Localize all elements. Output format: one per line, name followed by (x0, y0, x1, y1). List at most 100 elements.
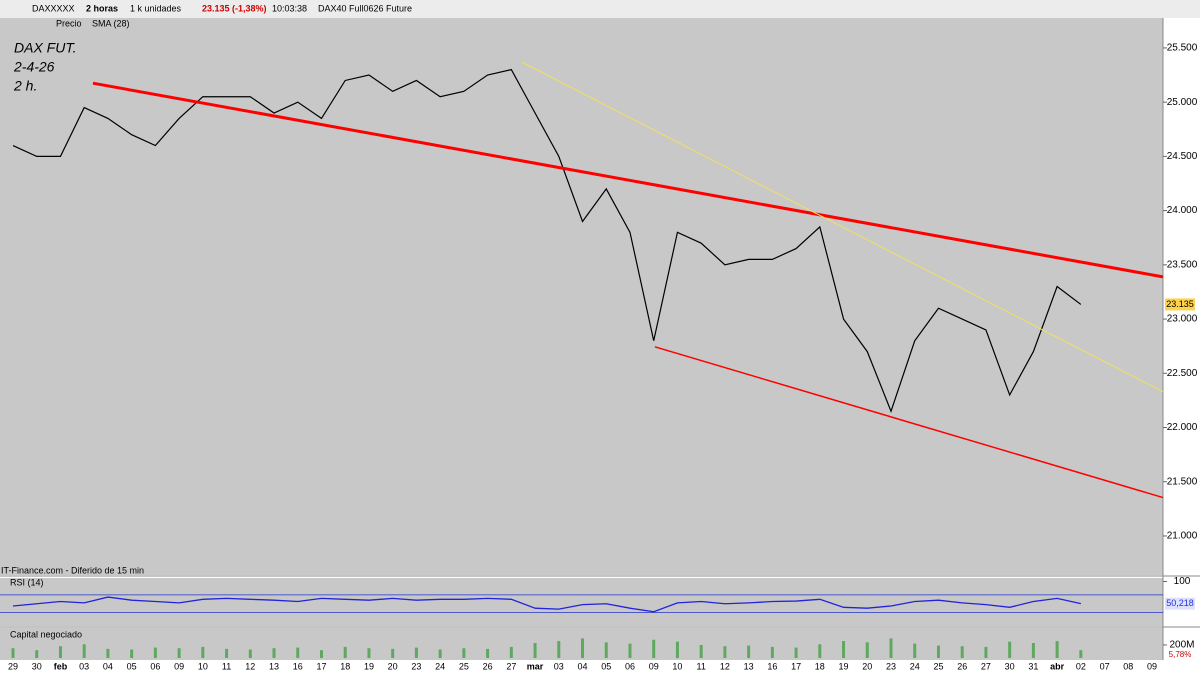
volume-bar (628, 643, 632, 658)
x-tick-label: 26 (483, 661, 493, 671)
annotation: 2-4-26 (13, 59, 55, 75)
volume-bar (770, 646, 774, 658)
rsi-badge (1165, 597, 1195, 610)
x-tick-label: 10 (198, 661, 208, 671)
x-tick-label: 12 (720, 661, 730, 671)
volume-badge: 5,78% (1169, 650, 1192, 659)
x-tick-label: 30 (1005, 661, 1015, 671)
source: IT-Finance.com - Diferido de 15 min (1, 565, 144, 575)
volume-bar (747, 645, 751, 658)
volume-bar (604, 642, 608, 658)
y-tick-label: 25.500 (1167, 43, 1198, 54)
x-tick-label: 16 (293, 661, 303, 671)
x-tick-label: 12 (245, 661, 255, 671)
x-tick-label: 03 (79, 661, 89, 671)
x-tick-label: 18 (815, 661, 825, 671)
volume-bar (842, 641, 846, 658)
x-tick-label: 17 (791, 661, 801, 671)
symbol[interactable]: DAXXXXX (32, 3, 75, 13)
volume-bar (509, 646, 513, 658)
volume-bar (177, 648, 181, 658)
x-tick-label: 13 (269, 661, 279, 671)
trendline (92, 81, 1164, 279)
y-tick-label: 21.500 (1167, 476, 1198, 487)
volume-bar (865, 642, 869, 658)
rsi-last-label: 50,218 (1166, 598, 1194, 608)
x-tick-label: 02 (1076, 661, 1086, 671)
x-tick-label: 11 (222, 661, 231, 671)
volume-bar (296, 647, 300, 658)
interval[interactable]: 2 horas (86, 3, 118, 13)
annotation: DAX FUT. (14, 40, 77, 56)
x-tick-label: 09 (174, 661, 184, 671)
x-tick-label: abr (1050, 661, 1065, 671)
x-tick-label: 19 (364, 661, 374, 671)
x-tick-label: 09 (1147, 661, 1157, 671)
x-tick-label: 18 (340, 661, 350, 671)
y-tick-label: 100 (1174, 576, 1191, 587)
volume-bar (533, 643, 537, 658)
x-tick-label: 07 (1100, 661, 1110, 671)
volume-bar (675, 641, 679, 658)
last-price-label: 23.135 (1166, 299, 1194, 309)
x-tick-label: 24 (910, 661, 920, 671)
volume-bar (486, 648, 490, 658)
x-tick-label: 25 (933, 661, 943, 671)
x-tick-label: 06 (150, 661, 160, 671)
x-tick-label: 24 (435, 661, 445, 671)
time: 10:03:38 (272, 3, 307, 13)
volume-bar (723, 646, 727, 658)
y-tick-label: 23.000 (1167, 314, 1198, 325)
volume-bar (438, 649, 442, 658)
price-panel (0, 18, 1163, 575)
x-tick-label: 06 (625, 661, 635, 671)
x-tick-label: 26 (957, 661, 967, 671)
y-tick-label: 24.500 (1167, 151, 1198, 162)
volume-bar (462, 648, 466, 658)
x-tick-label: 17 (316, 661, 326, 671)
volume-bar (652, 639, 656, 658)
volume-bar (343, 646, 347, 658)
x-tick-label: 29 (8, 661, 18, 671)
volume-bar (913, 643, 917, 658)
x-tick-label: 23 (886, 661, 896, 671)
volume-bar (82, 644, 86, 658)
volume-name: Capital negociado (10, 629, 82, 639)
volume-bar (557, 641, 561, 658)
x-tick-label: 31 (1028, 661, 1038, 671)
y-tick-label: 21.000 (1167, 531, 1198, 542)
volume-bar (984, 646, 988, 658)
volume-bar (391, 648, 395, 658)
price-tab[interactable]: Precio (56, 18, 82, 28)
volume-bar (11, 648, 15, 658)
volume-bar (1008, 641, 1012, 658)
x-tick-label: 16 (767, 661, 777, 671)
x-tick-label: 13 (744, 661, 754, 671)
y-tick-label: 23.500 (1167, 259, 1198, 270)
y-tick-label: 22.500 (1167, 368, 1198, 379)
volume-bar (153, 647, 157, 658)
volume-bar (106, 648, 110, 658)
volume-bar (225, 648, 229, 658)
x-tick-label: 09 (649, 661, 659, 671)
units[interactable]: 1 k unidades (130, 3, 182, 13)
price-line (12, 596, 1081, 613)
volume-bar (414, 647, 418, 658)
volume-bar (1031, 643, 1035, 658)
y-tick-label: 200M (1169, 640, 1194, 651)
x-tick-label: 04 (103, 661, 113, 671)
trendline (521, 61, 1164, 393)
x-tick-label: 25 (459, 661, 469, 671)
volume-bar (319, 650, 323, 658)
sma-tab[interactable]: SMA (28) (92, 18, 130, 28)
volume-bar (699, 644, 703, 658)
x-tick-label: 20 (862, 661, 872, 671)
volume-bar (272, 648, 276, 658)
price-line (12, 68, 1082, 413)
x-tick-label: mar (527, 661, 544, 671)
rsi-panel (0, 578, 1163, 626)
x-tick-label: 08 (1123, 661, 1133, 671)
x-tick-label: 27 (981, 661, 991, 671)
last-price-badge (1165, 298, 1195, 311)
